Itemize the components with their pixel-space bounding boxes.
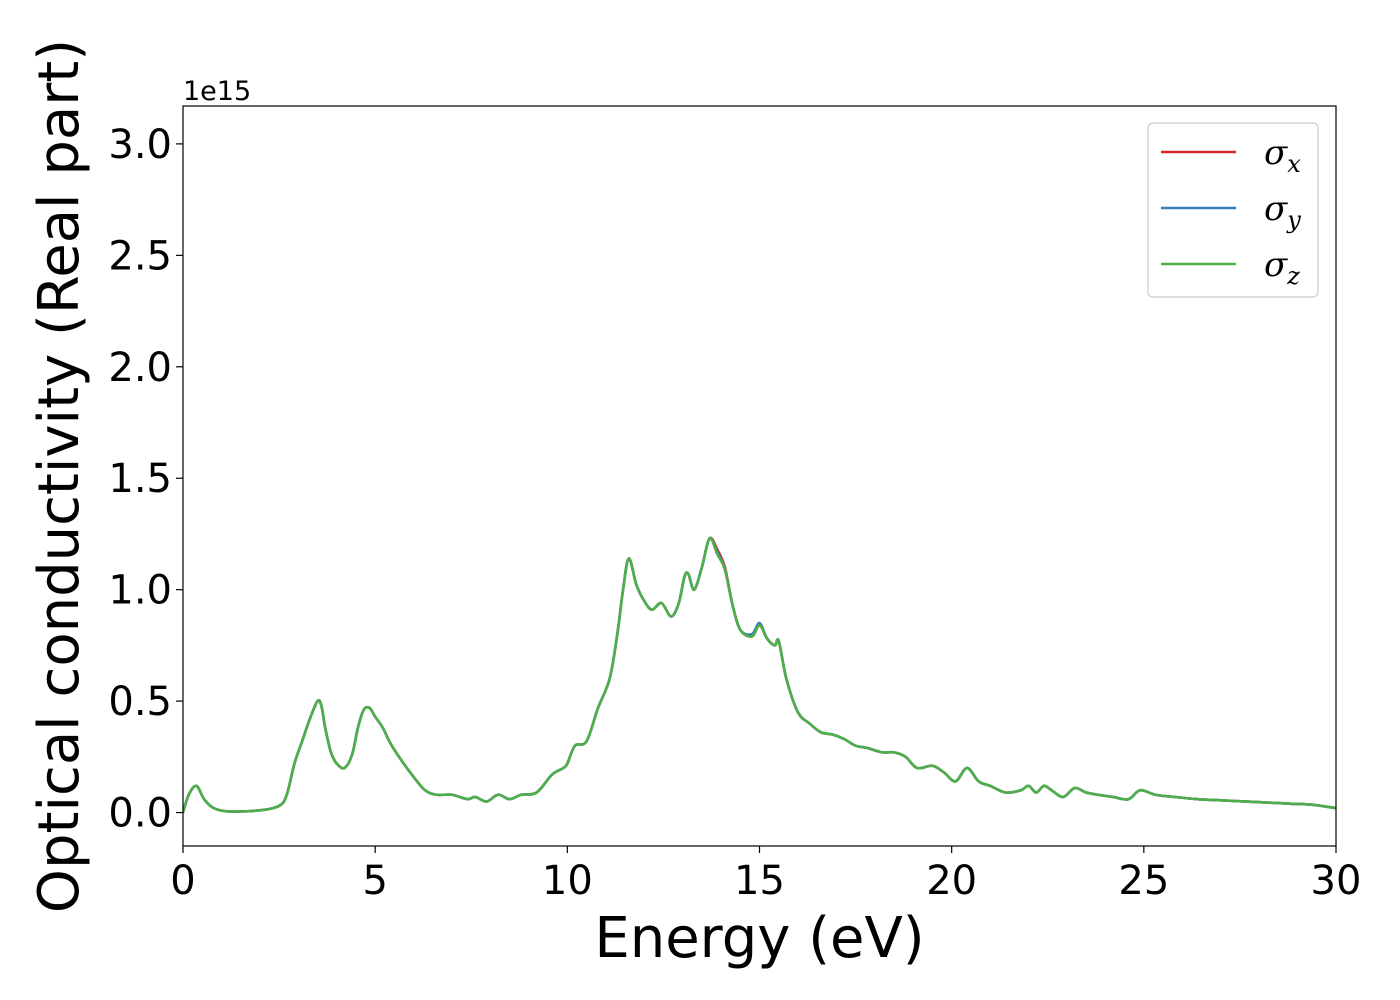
y-offset-label: 1e15 [183,76,251,107]
y-tick-label: 1.0 [108,568,172,614]
legend-label-z: σz [1264,245,1300,290]
legend-label-y: σy [1264,189,1301,234]
y-tick-label: 1.5 [108,456,172,502]
x-tick-label: 5 [362,858,387,904]
x-axis-label: Energy (eV) [594,906,924,971]
series-line-z [183,536,1336,813]
legend-label-x: σx [1264,133,1301,178]
x-tick-label: 25 [1118,858,1169,904]
x-axis-ticks: 0 5 10 15 20 25 30 [170,846,1361,904]
y-tick-label: 2.0 [108,345,172,391]
legend: σx σy σz [1147,122,1319,298]
legend-box [1147,122,1319,298]
y-tick-label: 0.5 [108,679,172,725]
y-tick-label: 0.0 [108,791,172,837]
y-axis-label: Optical conductivity (Real part) [27,39,92,913]
x-tick-label: 30 [1311,858,1362,904]
plot-area [183,106,1336,846]
x-tick-label: 15 [734,858,785,904]
y-tick-label: 2.5 [108,233,172,279]
x-tick-label: 10 [542,858,593,904]
y-tick-label: 3.0 [108,122,172,168]
x-tick-label: 20 [926,858,977,904]
series-layer [183,536,1336,813]
y-axis-ticks: 0.0 0.5 1.0 1.5 2.0 2.5 3.0 [108,122,183,837]
x-tick-label: 0 [170,858,195,904]
